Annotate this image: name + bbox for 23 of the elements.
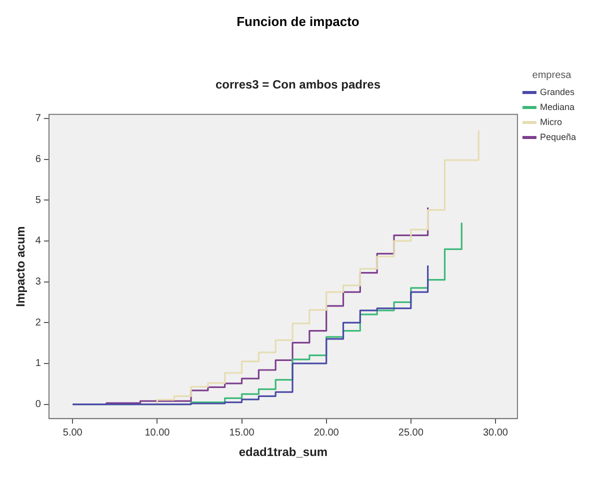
x-tick-label: 15.00 xyxy=(229,427,255,438)
chart-subtitle: corres3 = Con ambos padres xyxy=(215,78,381,92)
x-tick-label: 20.00 xyxy=(314,427,340,438)
y-tick-label: 5 xyxy=(35,194,42,206)
legend-label: Pequeña xyxy=(540,132,576,142)
x-tick-label: 5.00 xyxy=(62,427,83,438)
y-tick-label: 1 xyxy=(35,358,42,370)
y-tick-label: 6 xyxy=(35,154,42,166)
legend-label: Micro xyxy=(540,116,562,127)
y-tick-label: 0 xyxy=(35,399,42,410)
y-tick-label: 7 xyxy=(35,113,42,124)
y-tick-label: 4 xyxy=(35,236,42,247)
legend-label: Grandes xyxy=(540,86,575,97)
x-axis-title: edad1trab_sum xyxy=(238,445,328,460)
legend-label: Mediana xyxy=(540,102,574,112)
x-tick-label: 10.00 xyxy=(144,427,170,438)
legend-title: empresa xyxy=(532,70,572,81)
x-tick-label: 30.00 xyxy=(482,427,508,438)
chart-title: Funcion de impacto xyxy=(236,14,360,29)
y-tick-label: 2 xyxy=(35,317,42,328)
x-tick-label: 25.00 xyxy=(398,427,424,438)
y-tick-label: 3 xyxy=(35,276,42,288)
y-axis-title: Impacto acum xyxy=(14,226,28,307)
